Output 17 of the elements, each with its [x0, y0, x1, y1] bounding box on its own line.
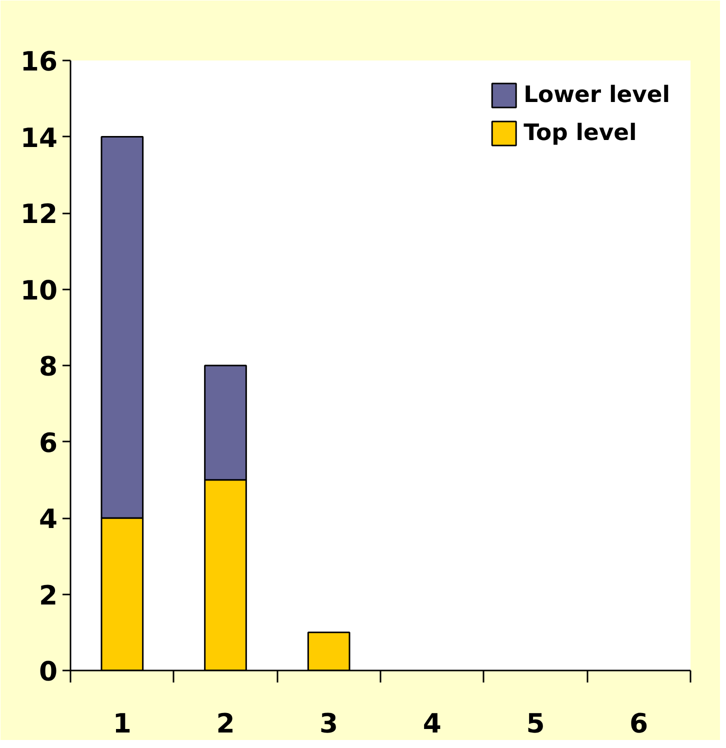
x-tick-label: 3 [320, 708, 338, 740]
y-tick-label: 0 [38, 656, 58, 688]
y-tick-label: 12 [20, 199, 58, 230]
y-tick-label: 10 [20, 275, 58, 306]
x-tick-label: 1 [112, 708, 132, 740]
y-tick-label: 2 [38, 580, 58, 612]
y-tick-label: 8 [38, 352, 58, 382]
legend-label: Top level [524, 120, 637, 146]
legend-label: Lower level [524, 82, 670, 108]
x-tick-label: 6 [630, 708, 648, 740]
y-tick-label: 14 [20, 122, 58, 154]
x-tick-label: 5 [526, 708, 545, 740]
x-tick-label: 2 [216, 708, 235, 740]
x-tick-label: 4 [422, 708, 442, 740]
y-tick-label: 4 [38, 504, 58, 535]
y-tick-label: 16 [20, 46, 58, 78]
y-tick-label: 6 [38, 428, 58, 459]
